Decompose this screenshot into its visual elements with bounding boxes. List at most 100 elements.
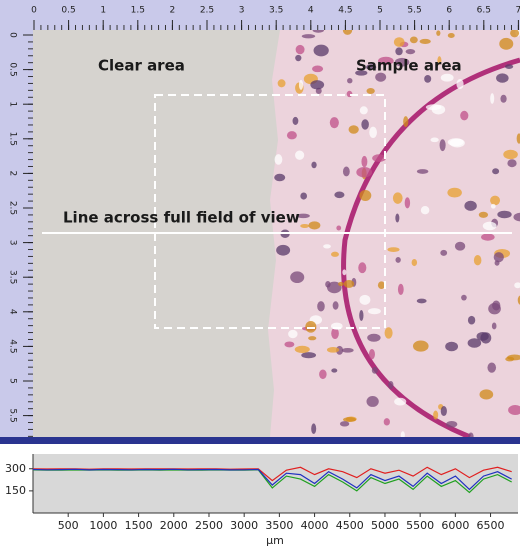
cell xyxy=(378,56,394,66)
ruler-label: 6.5 xyxy=(477,6,491,16)
cell xyxy=(359,106,368,115)
cell xyxy=(343,417,357,422)
ruler-label: 1.5 xyxy=(8,132,18,146)
cell xyxy=(369,126,377,139)
cell xyxy=(367,333,381,342)
cell xyxy=(366,395,379,407)
cell xyxy=(440,249,448,256)
cell xyxy=(301,34,316,39)
cell xyxy=(419,38,431,44)
x-tick-label: 3500 xyxy=(265,519,293,532)
cell xyxy=(424,74,432,83)
cell xyxy=(356,166,373,178)
y-tick-label: 300 xyxy=(5,462,26,475)
cell xyxy=(395,47,403,56)
x-tick-label: 4000 xyxy=(301,519,329,532)
cell xyxy=(338,281,344,287)
left-ruler xyxy=(0,0,33,437)
cell xyxy=(359,309,364,322)
cell xyxy=(478,211,489,218)
cell xyxy=(440,73,454,82)
cell xyxy=(276,244,291,256)
ruler-label: 0 xyxy=(8,32,18,38)
cell xyxy=(499,37,514,50)
cell xyxy=(467,338,482,348)
cell xyxy=(292,116,299,125)
plot-area xyxy=(33,454,518,513)
cell xyxy=(403,116,409,128)
label-clear: Clear area xyxy=(98,57,185,75)
cell xyxy=(368,349,375,360)
x-tick-label: 2500 xyxy=(195,519,223,532)
cell xyxy=(295,54,302,62)
cell xyxy=(366,87,375,94)
capsule xyxy=(341,57,520,437)
cell xyxy=(447,33,455,38)
profile-line xyxy=(32,468,512,491)
x-tick-label: 500 xyxy=(58,519,79,532)
cell xyxy=(323,244,331,249)
cell xyxy=(312,65,324,73)
cell xyxy=(361,155,368,168)
cell xyxy=(439,139,446,152)
ruler-label: 1 xyxy=(8,101,18,107)
cell xyxy=(420,206,430,215)
cell xyxy=(332,301,339,310)
cell xyxy=(392,192,403,204)
cell xyxy=(433,410,439,420)
cell xyxy=(394,397,407,406)
cell xyxy=(476,331,489,341)
cell xyxy=(359,190,372,202)
cell xyxy=(367,308,381,315)
cell xyxy=(290,271,305,284)
cell xyxy=(416,298,427,304)
cell xyxy=(331,327,339,340)
cell xyxy=(311,161,317,169)
cell xyxy=(456,78,464,90)
cell xyxy=(507,159,517,168)
cell xyxy=(508,405,520,415)
cell xyxy=(479,389,494,400)
cell xyxy=(492,168,500,175)
cell xyxy=(355,70,368,76)
cell xyxy=(513,212,520,222)
cell xyxy=(325,281,331,288)
x-tick-label: 5500 xyxy=(406,519,434,532)
cell xyxy=(493,252,504,263)
cell xyxy=(446,420,458,428)
divider xyxy=(0,437,520,444)
ruler-label: 5.5 xyxy=(8,408,18,422)
cell xyxy=(490,195,501,206)
cell xyxy=(383,418,390,426)
cell xyxy=(388,380,394,389)
cell xyxy=(514,282,520,289)
ruler-label: 0.5 xyxy=(61,6,75,16)
cell xyxy=(447,138,464,147)
cell xyxy=(336,225,342,231)
cell xyxy=(481,233,495,241)
cell xyxy=(319,369,327,380)
roi-box xyxy=(154,94,386,329)
cell xyxy=(326,347,340,353)
cell xyxy=(447,187,462,198)
cell xyxy=(341,348,354,353)
x-tick-label: 3000 xyxy=(230,519,258,532)
cell xyxy=(397,283,404,296)
cell xyxy=(300,223,310,229)
cell xyxy=(294,345,310,354)
cell xyxy=(384,327,393,339)
cell xyxy=(288,329,298,339)
x-tick-label: 6000 xyxy=(441,519,469,532)
cell xyxy=(274,173,286,182)
cell xyxy=(274,154,283,165)
ruler-label: 2 xyxy=(8,171,18,177)
ruler-label: 3.5 xyxy=(8,270,18,284)
cell xyxy=(488,303,501,315)
ruler-label: 4.5 xyxy=(338,6,352,16)
cell xyxy=(404,197,411,209)
cell xyxy=(327,281,342,294)
x-tick-label: 5000 xyxy=(371,519,399,532)
cell xyxy=(436,30,441,36)
cell xyxy=(473,254,482,266)
cell xyxy=(295,44,305,55)
